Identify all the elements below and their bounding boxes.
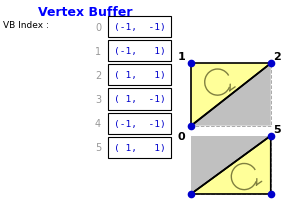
Text: 0: 0 bbox=[178, 131, 185, 141]
Text: VB Index :: VB Index : bbox=[3, 21, 49, 29]
Text: 4: 4 bbox=[95, 119, 101, 128]
Text: 4: 4 bbox=[177, 199, 185, 200]
Text: 1: 1 bbox=[95, 47, 101, 56]
Text: (-1,  -1): (-1, -1) bbox=[114, 119, 166, 128]
Text: Vertex Buffer: Vertex Buffer bbox=[38, 6, 133, 19]
Bar bbox=[108, 113, 171, 134]
Text: ( 1,  -1): ( 1, -1) bbox=[114, 95, 166, 104]
Text: 3: 3 bbox=[274, 199, 281, 200]
Text: 5: 5 bbox=[95, 143, 101, 152]
Text: (-1,   1): (-1, 1) bbox=[114, 47, 166, 56]
Text: 5: 5 bbox=[274, 124, 281, 134]
Text: 1: 1 bbox=[178, 52, 185, 62]
Text: (-1,  -1): (-1, -1) bbox=[114, 23, 166, 32]
Text: ( 1,   1): ( 1, 1) bbox=[114, 143, 166, 152]
Text: 3: 3 bbox=[95, 95, 101, 104]
Text: 0: 0 bbox=[95, 23, 101, 32]
Bar bbox=[108, 17, 171, 38]
Bar bbox=[108, 65, 171, 86]
Polygon shape bbox=[191, 136, 271, 194]
Bar bbox=[108, 137, 171, 158]
Polygon shape bbox=[191, 64, 271, 126]
Polygon shape bbox=[191, 64, 271, 126]
Polygon shape bbox=[191, 136, 271, 194]
Text: 2: 2 bbox=[274, 52, 281, 62]
Text: 2: 2 bbox=[95, 71, 101, 80]
Bar bbox=[108, 41, 171, 62]
Bar bbox=[108, 89, 171, 110]
Text: ( 1,   1): ( 1, 1) bbox=[114, 71, 166, 80]
